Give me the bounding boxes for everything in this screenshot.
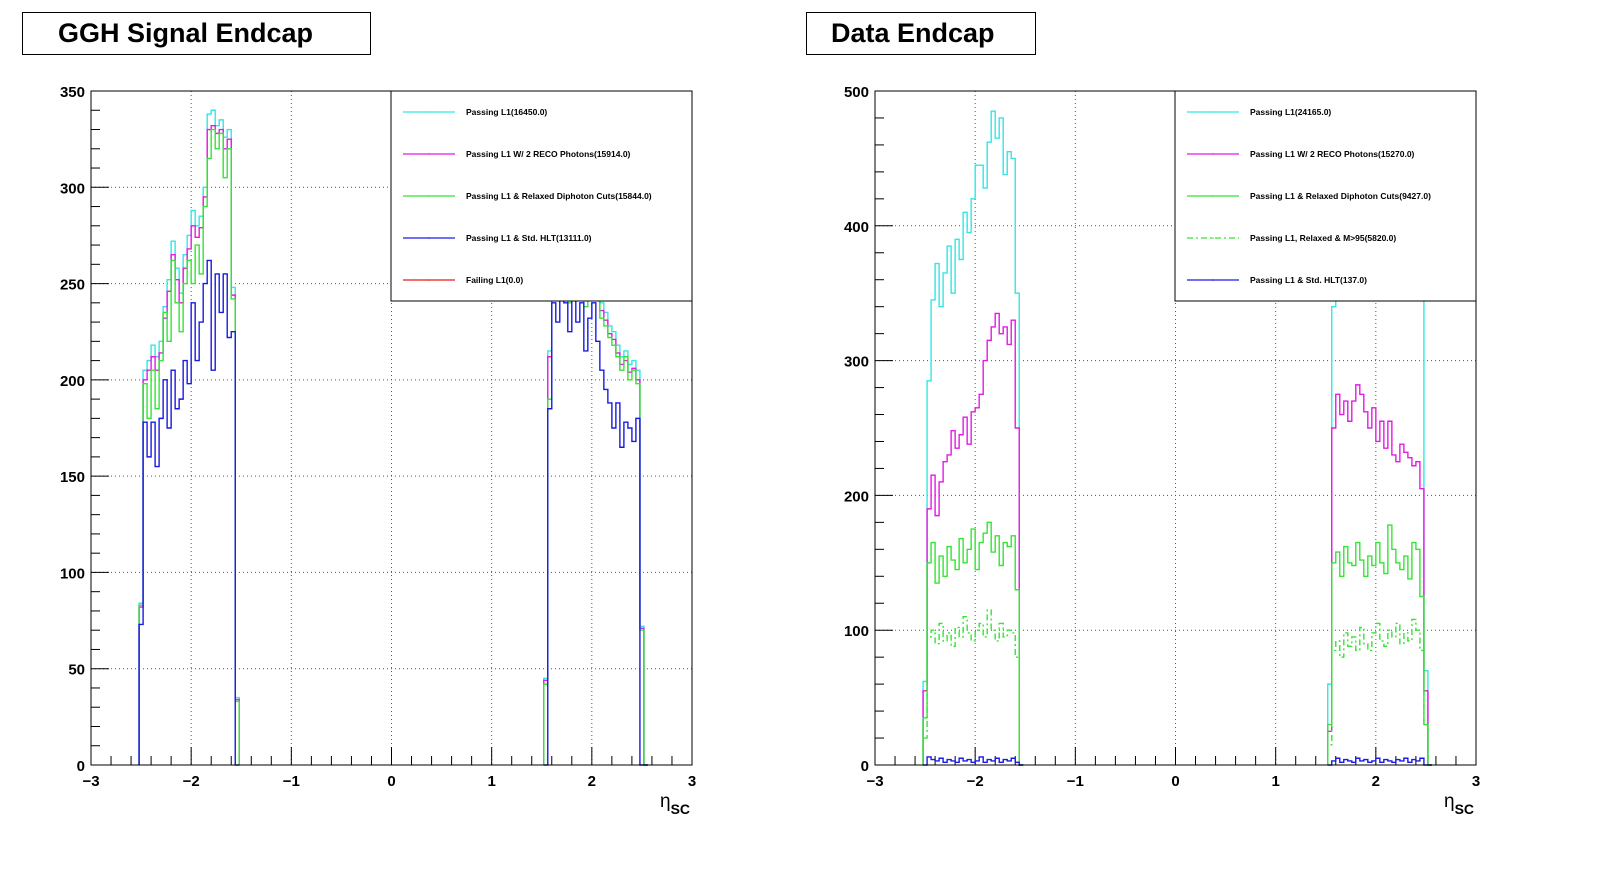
x-tick-label: 3 <box>688 773 696 790</box>
series-2-neg-eta <box>922 312 1024 766</box>
x-tick-label: 0 <box>1171 773 1179 790</box>
x-tick-label: 1 <box>487 773 495 790</box>
legend-entry: Passing L1 W/ 2 RECO Photons(15914.0) <box>466 149 631 159</box>
legend-marker <box>428 195 430 197</box>
chart-title-right: Data Endcap <box>806 12 1036 55</box>
legend-marker <box>1212 111 1214 113</box>
legend-marker <box>1212 195 1214 197</box>
x-axis-label: ηSC <box>660 791 690 817</box>
legend: Passing L1(24165.0) Passing L1 W/ 2 RECO … <box>1174 90 1477 302</box>
series-3-neg-eta <box>922 521 1024 766</box>
legend-entry: Passing L1 & Std. HLT(13111.0) <box>466 233 592 243</box>
series-3 <box>922 521 1432 766</box>
plot-frame <box>90 90 693 766</box>
series-4-pos-eta <box>543 286 648 766</box>
y-tick-label: 400 <box>844 219 869 236</box>
series-2 <box>922 312 1432 766</box>
y-tick-label: 250 <box>60 277 85 294</box>
legend-entry: Passing L1(16450.0) <box>466 107 547 117</box>
legend-marker <box>1212 279 1214 281</box>
legend-entry: Passing L1, Relaxed & M>95(5820.0) <box>1250 233 1396 243</box>
legend-marker <box>428 237 430 239</box>
y-tick-label: 100 <box>60 565 85 582</box>
series-1-neg-eta <box>922 110 1024 766</box>
legend-entry: Passing L1 & Std. HLT(137.0) <box>1250 275 1367 285</box>
y-tick-label: 200 <box>60 373 85 390</box>
legend-marker <box>428 279 430 281</box>
series-4-neg-eta <box>138 259 240 766</box>
x-tick-label: −1 <box>283 773 300 790</box>
legend-marker <box>1212 237 1214 239</box>
legend: Passing L1(16450.0) Passing L1 W/ 2 RECO … <box>390 90 693 302</box>
x-tick-label: 2 <box>1372 773 1380 790</box>
y-tick-label: 50 <box>68 662 85 679</box>
series-3-neg-eta <box>138 128 240 765</box>
series-2-neg-eta <box>138 124 240 765</box>
x-tick-label: −2 <box>183 773 200 790</box>
x-tick-label: −1 <box>1067 773 1084 790</box>
legend-entry: Failing L1(0.0) <box>466 275 523 285</box>
chart-2: Passing L1(24165.0) Passing L1 W/ 2 RECO … <box>844 84 1480 817</box>
legend-entry: Passing L1 & Relaxed Diphoton Cuts(15844… <box>466 191 652 201</box>
series-3-pos-eta <box>1327 524 1432 766</box>
series-3-pos-eta <box>543 267 648 766</box>
legend-entry: Passing L1(24165.0) <box>1250 107 1331 117</box>
series-1-neg-eta <box>138 109 240 765</box>
series-2-pos-eta <box>543 267 648 766</box>
x-tick-label: 1 <box>1271 773 1279 790</box>
x-tick-label: 3 <box>1472 773 1480 790</box>
x-tick-label: 0 <box>387 773 395 790</box>
legend-marker <box>428 153 430 155</box>
y-tick-label: 150 <box>60 469 85 486</box>
chart-title-left-text: GGH Signal Endcap <box>58 18 314 48</box>
series-5-neg-eta <box>923 756 1024 766</box>
plot-frame <box>874 90 1477 766</box>
x-tick-label: −2 <box>967 773 984 790</box>
y-tick-label: 200 <box>844 488 869 505</box>
series-4-pos-eta <box>1327 618 1432 766</box>
series-5-pos-eta <box>1327 757 1432 766</box>
y-tick-label: 0 <box>77 758 85 775</box>
x-axis-label: ηSC <box>1444 791 1474 817</box>
chart-1: Passing L1(16450.0) Passing L1 W/ 2 RECO … <box>60 84 696 817</box>
series-5 <box>923 756 1432 766</box>
y-tick-label: 300 <box>844 354 869 371</box>
y-tick-label: 0 <box>861 758 869 775</box>
y-tick-label: 300 <box>60 180 85 197</box>
series-2-pos-eta <box>1327 384 1432 766</box>
series-1-pos-eta <box>1327 272 1432 766</box>
x-tick-label: −3 <box>82 773 99 790</box>
x-tick-label: −3 <box>866 773 883 790</box>
legend-marker <box>428 111 430 113</box>
y-tick-label: 350 <box>60 84 85 101</box>
legend-entry: Passing L1 W/ 2 RECO Photons(15270.0) <box>1250 149 1415 159</box>
legend-entry: Passing L1 & Relaxed Diphoton Cuts(9427.… <box>1250 191 1431 201</box>
chart-title-right-text: Data Endcap <box>831 18 995 48</box>
legend-marker <box>1212 153 1214 155</box>
series-4 <box>922 609 1432 766</box>
y-tick-label: 100 <box>844 623 869 640</box>
chart-title-left: GGH Signal Endcap <box>22 12 371 55</box>
series-4 <box>138 259 648 766</box>
x-tick-label: 2 <box>588 773 596 790</box>
series-4-neg-eta <box>922 609 1024 766</box>
y-tick-label: 500 <box>844 84 869 101</box>
